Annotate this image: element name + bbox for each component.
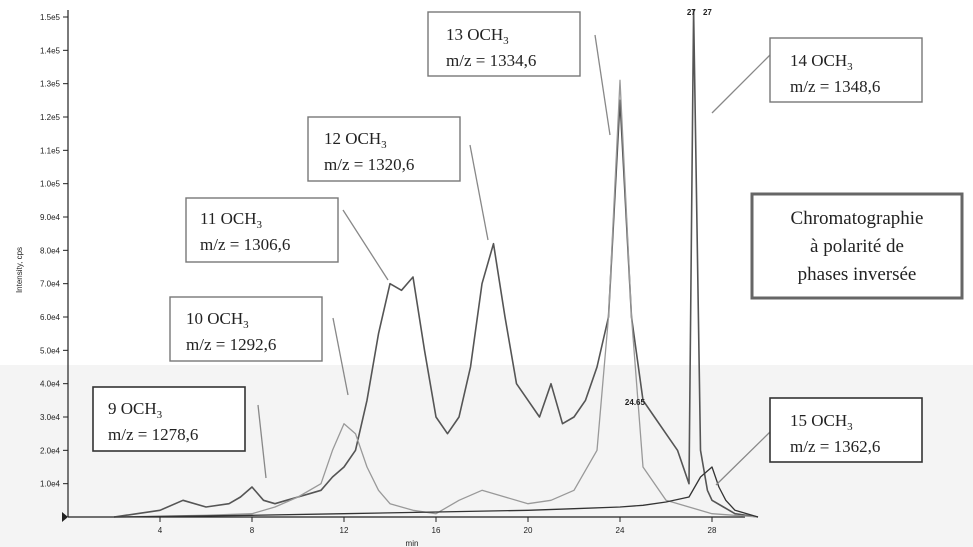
- peak-label: 27: [703, 8, 712, 17]
- axes: [62, 10, 745, 522]
- peak-label: 27: [687, 8, 696, 17]
- callout-line-11: [342, 209, 389, 281]
- x-tick-label: 24: [616, 526, 625, 535]
- y-tick-label: 6.0e4: [40, 313, 61, 322]
- y-tick-label: 4.0e4: [40, 380, 61, 389]
- annotation-10: 10 OCH3 m/z = 1292,6: [169, 296, 323, 362]
- y-tick-label: 9.0e4: [40, 213, 61, 222]
- method-box-frame: [750, 192, 964, 300]
- method-line-1: Chromatographie: [791, 208, 924, 229]
- annotation-title: 9 OCH3: [108, 399, 163, 421]
- annotation-box: [427, 11, 581, 77]
- y-tick-label: 1.0e5: [40, 180, 61, 189]
- y-tick-label: 1.0e4: [40, 480, 61, 489]
- y-ticks: 1.0e4 2.0e4 3.0e4 4.0e4 5.0e4 6.0e4 7.0e4 8.0e4…: [40, 13, 68, 489]
- annotation-14: 14 OCH3 m/z = 1348,6: [769, 37, 923, 103]
- callout-line-14: [711, 54, 771, 114]
- annotation-box: [169, 296, 323, 362]
- x-tick-label: 28: [708, 526, 717, 535]
- annotation-9: 9 OCH3 m/z = 1278,6: [92, 386, 246, 452]
- annotation-title: 10 OCH3: [186, 309, 249, 331]
- annotation-title: 13 OCH3: [446, 25, 509, 47]
- y-tick-label: 1.1e5: [40, 146, 61, 155]
- y-tick-label: 5.0e4: [40, 346, 61, 355]
- annotation-mz: m/z = 1320,6: [324, 155, 414, 174]
- annotation-box: [92, 386, 246, 452]
- annotation-mz: m/z = 1334,6: [446, 51, 536, 70]
- series-line-1: [113, 9, 759, 518]
- x-ticks: 4 8 12 16 20 24 28: [158, 517, 717, 535]
- x-axis-label: min: [406, 539, 419, 547]
- annotation-12: 12 OCH3 m/z = 1320,6: [307, 116, 461, 182]
- y-tick-label: 1.3e5: [40, 80, 61, 89]
- annotation-box: [769, 37, 923, 103]
- annotation-title: 11 OCH3: [200, 209, 263, 231]
- x-tick-label: 20: [524, 526, 533, 535]
- callout-lines: [257, 34, 771, 486]
- callout-line-15: [715, 431, 771, 486]
- callout-line-12: [469, 144, 489, 241]
- y-axis-label: Intensity, cps: [15, 247, 24, 293]
- series-line-2: [113, 79, 759, 518]
- x-tick-label: 16: [432, 526, 441, 535]
- y-tick-label: 1.4e5: [40, 46, 61, 55]
- peak-labels: 27 27 24.65: [625, 8, 712, 407]
- callout-line-13: [594, 34, 611, 136]
- annotation-title: 12 OCH3: [324, 129, 387, 151]
- x-tick-label: 12: [340, 526, 349, 535]
- annotation-mz: m/z = 1278,6: [108, 425, 198, 444]
- annotation-box: [307, 116, 461, 182]
- annotation-11: 11 OCH3 m/z = 1306,6: [185, 197, 339, 263]
- method-line-3: phases inversée: [798, 264, 917, 285]
- method-box: Chromatographie à polarité de phases inv…: [750, 192, 964, 300]
- annotation-title: 14 OCH3: [790, 51, 853, 73]
- y-tick-label: 7.0e4: [40, 280, 61, 289]
- annotation-title: 15 OCH3: [790, 411, 853, 433]
- series-layer: [113, 9, 759, 518]
- annotation-box: [769, 397, 923, 463]
- callout-line-9: [257, 404, 267, 479]
- y-tick-label: 8.0e4: [40, 246, 61, 255]
- annotation-box: [185, 197, 339, 263]
- peak-label: 24.65: [625, 398, 646, 407]
- annotation-13: 13 OCH3 m/z = 1334,6: [427, 11, 581, 77]
- y-tick-label: 3.0e4: [40, 413, 61, 422]
- method-line-2: à polarité de: [810, 236, 904, 257]
- y-tick-label: 2.0e4: [40, 446, 61, 455]
- callout-line-10: [332, 317, 349, 396]
- series-line-3: [113, 466, 759, 518]
- y-tick-label: 1.2e5: [40, 113, 61, 122]
- annotation-mz: m/z = 1348,6: [790, 77, 880, 96]
- annotation-mz: m/z = 1292,6: [186, 335, 276, 354]
- x-tick-label: 8: [250, 526, 255, 535]
- annotation-mz: m/z = 1362,6: [790, 437, 880, 456]
- x-axis-arrow-icon: [62, 512, 68, 522]
- y-tick-label: 1.5e5: [40, 13, 61, 22]
- annotation-mz: m/z = 1306,6: [200, 235, 290, 254]
- annotation-15: 15 OCH3 m/z = 1362,6: [769, 397, 923, 463]
- x-tick-label: 4: [158, 526, 163, 535]
